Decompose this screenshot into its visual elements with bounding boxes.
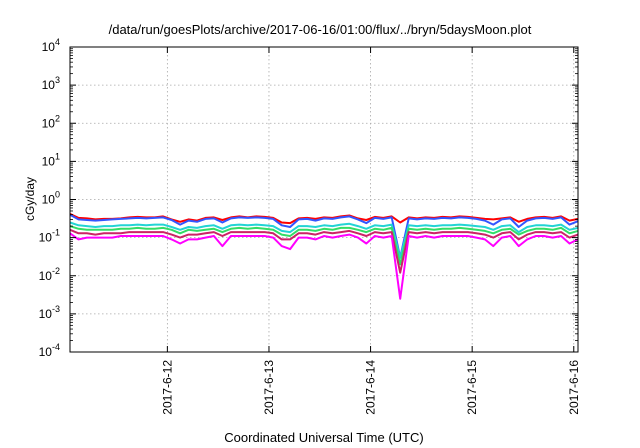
y-tick-label: 10-1 <box>39 228 60 245</box>
x-axis-label: Coordinated Universal Time (UTC) <box>224 430 424 445</box>
x-tick-label: 2017-6-13 <box>262 360 276 415</box>
y-tick-label: 10-2 <box>39 266 60 283</box>
series-line-5 <box>69 228 579 274</box>
series-line-4 <box>69 225 579 266</box>
y-tick-label: 10-4 <box>39 342 60 359</box>
series-line-3 <box>69 221 579 259</box>
ticks: 10-4 10-3 10-2 10-1 100 101 102 103 104 2017-6-12… <box>39 37 581 415</box>
x-tick-label: 2017-6-12 <box>160 360 174 415</box>
series-line-2 <box>69 213 579 259</box>
grid <box>70 47 578 352</box>
y-tick-label: 102 <box>42 113 60 130</box>
y-tick-label: 100 <box>42 190 60 207</box>
series-group <box>69 212 579 300</box>
x-tick-label: 2017-6-15 <box>465 360 479 415</box>
x-tick-label: 2017-6-16 <box>567 360 581 415</box>
y-tick-label: 104 <box>42 37 60 54</box>
y-axis-label: cGy/day <box>23 176 37 222</box>
y-tick-label: 101 <box>42 151 60 168</box>
series-line-6 <box>69 232 579 300</box>
y-tick-label: 10-3 <box>39 304 60 321</box>
chart-title: /data/run/goesPlots/archive/2017-06-16/0… <box>108 22 532 37</box>
y-tick-label: 103 <box>42 75 60 92</box>
x-tick-label: 2017-6-14 <box>364 360 378 415</box>
